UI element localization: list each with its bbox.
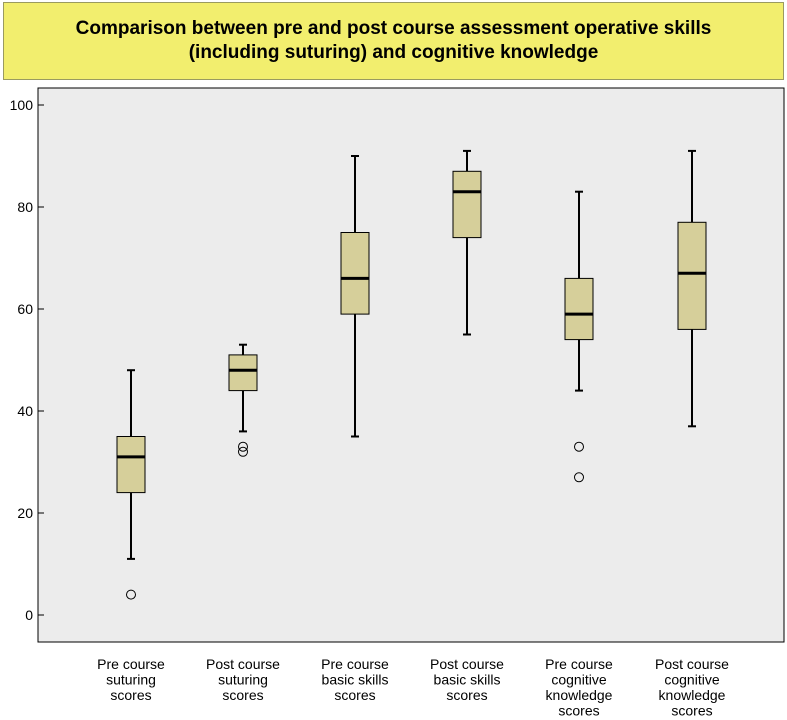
x-category-label-3: Pre course basic skills scores xyxy=(321,656,389,703)
y-tick-label-0: 0 xyxy=(25,607,33,623)
x-category-label-line: Pre course xyxy=(97,656,165,672)
box-series xyxy=(116,149,707,600)
x-category-label-6: Post course cognitive knowledge scores xyxy=(655,656,729,719)
y-tick-label-60: 60 xyxy=(17,301,33,317)
x-category-label-line: scores xyxy=(222,687,263,703)
chart-title-line-1: Comparison between pre and post course a… xyxy=(75,18,712,39)
x-category-label-line: Pre course xyxy=(321,656,389,672)
iqr-box xyxy=(677,221,707,330)
outlier-point-1 xyxy=(126,589,136,600)
x-category-label-line: basic skills xyxy=(322,672,389,688)
x-category-label-line: scores xyxy=(334,687,375,703)
x-category-label-line: basic skills xyxy=(434,672,501,688)
box-group-3 xyxy=(340,155,370,438)
y-tick-label-100: 100 xyxy=(10,97,34,113)
x-category-label-line: knowledge xyxy=(659,687,726,703)
y-tick-label-40: 40 xyxy=(17,403,33,419)
box-group-1 xyxy=(116,369,146,600)
x-category-label-line: cognitive xyxy=(551,672,606,688)
plot-area xyxy=(37,87,785,643)
y-tick-label-20: 20 xyxy=(17,505,33,521)
x-category-label-line: Post course xyxy=(430,656,504,672)
x-category-label-line: cognitive xyxy=(664,672,719,688)
iqr-box xyxy=(116,436,146,494)
outlier-point-1 xyxy=(238,446,248,457)
iqr-box xyxy=(452,170,482,239)
iqr-box xyxy=(340,232,370,315)
x-category-label-line: suturing xyxy=(106,672,156,688)
iqr-box xyxy=(228,354,258,392)
chart-title-line-2: (including suturing) and cognitive knowl… xyxy=(188,42,599,63)
x-category-label-line: Pre course xyxy=(545,656,613,672)
box-group-2 xyxy=(228,343,258,457)
box-group-5 xyxy=(564,190,594,483)
outlier-point-2 xyxy=(574,441,584,452)
x-category-label-1: Pre course suturing scores xyxy=(97,656,165,703)
x-category-label-line: scores xyxy=(446,687,487,703)
x-category-label-5: Pre course cognitive knowledge scores xyxy=(545,656,613,719)
x-category-label-line: scores xyxy=(671,703,712,719)
box-group-4 xyxy=(452,149,482,336)
chart-title: Comparison between pre and post course a… xyxy=(3,2,784,80)
x-category-label-line: scores xyxy=(558,703,599,719)
outlier-point-2 xyxy=(238,441,248,452)
x-category-label-line: knowledge xyxy=(546,687,613,703)
x-category-label-2: Post course suturing scores xyxy=(206,656,280,703)
y-axis: 0 20 40 60 80 100 xyxy=(10,97,44,623)
outlier-point-1 xyxy=(574,472,584,483)
x-category-label-line: suturing xyxy=(218,672,268,688)
x-category-label-4: Post course basic skills scores xyxy=(430,656,504,703)
x-category-label-line: scores xyxy=(110,687,151,703)
iqr-box xyxy=(564,277,594,341)
box-group-6 xyxy=(677,149,707,428)
x-category-label-line: Post course xyxy=(206,656,280,672)
y-tick-label-80: 80 xyxy=(17,199,33,215)
x-category-label-line: Post course xyxy=(655,656,729,672)
